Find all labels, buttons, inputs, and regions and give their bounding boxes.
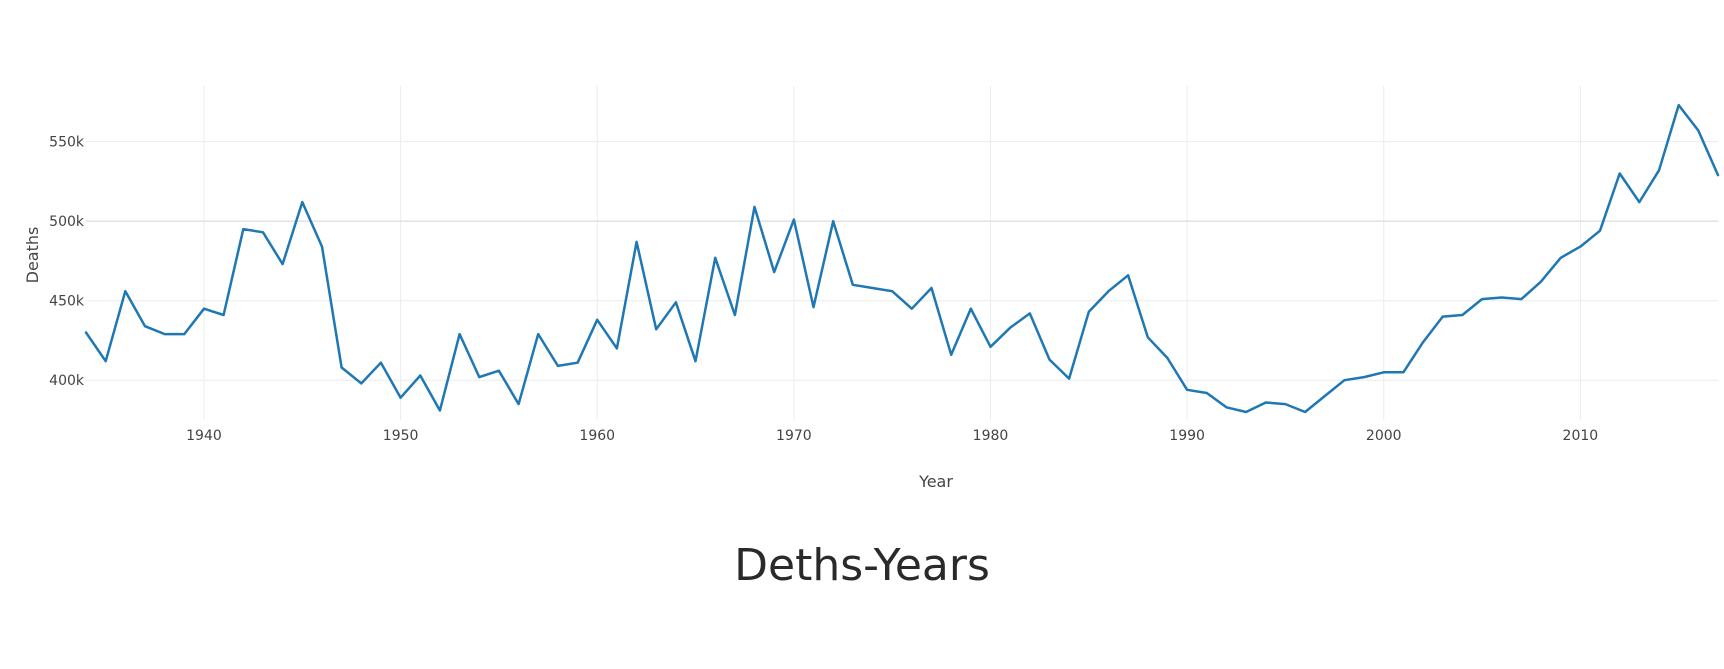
y-axis-title: Deaths	[23, 227, 42, 284]
y-tick-labels: 400k 450k 500k 550k	[49, 135, 85, 390]
y-tick-label: 500k	[49, 214, 85, 230]
x-tick-label: 1980	[973, 428, 1009, 444]
x-tick-label: 1960	[579, 428, 615, 444]
x-axis-title: Year	[918, 472, 953, 491]
y-tick-label: 450k	[49, 294, 85, 310]
chart-area: 1940 1950 1960 1970 1980 1990 2000 2010 400k 450…	[23, 86, 1720, 491]
x-tick-label: 1970	[776, 428, 812, 444]
x-tick-label: 1990	[1169, 428, 1205, 444]
y-gridlines	[86, 141, 1718, 381]
page-title: Deths-Years	[734, 540, 990, 591]
line-chart: 1940 1950 1960 1970 1980 1990 2000 2010 400k 450…	[23, 86, 1720, 491]
x-tick-labels: 1940 1950 1960 1970 1980 1990 2000 2010	[186, 428, 1598, 444]
x-tick-label: 1940	[186, 428, 222, 444]
x-gridlines	[203, 86, 1581, 420]
x-tick-label: 2000	[1366, 428, 1402, 444]
x-tick-label: 1950	[383, 428, 419, 444]
x-tick-label: 2010	[1563, 428, 1599, 444]
deaths-series-line	[84, 103, 1720, 414]
y-tick-label: 400k	[49, 373, 85, 389]
y-tick-label: 550k	[49, 135, 85, 151]
